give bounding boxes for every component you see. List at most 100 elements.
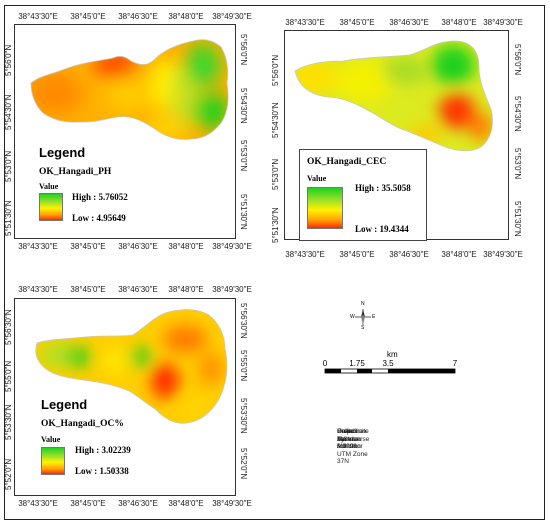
ph-x-tick-bottom: 38°45'0"E xyxy=(70,242,106,251)
ph-color-ramp xyxy=(39,193,63,221)
cec-low-label: Low : 19.4344 xyxy=(355,224,409,234)
oc-x-tick-bottom: 38°45'0"E xyxy=(70,499,106,508)
ph-y-tick-left: 5°56'0"N xyxy=(4,44,13,76)
oc-value-label: Value xyxy=(41,435,61,444)
cec-y-tick-left: 5°56'0"N xyxy=(271,54,280,86)
east-label: E xyxy=(372,314,376,320)
cec-y-tick-right: 5°54'30"N xyxy=(513,96,522,132)
oc-x-tick-bottom: 38°46'30"E xyxy=(118,499,158,508)
ph-x-tick-bottom: 38°48'0"E xyxy=(168,242,204,251)
oc-low-label: Low : 1.50338 xyxy=(75,466,129,476)
oc-y-tick-left: 5°52'0"N xyxy=(4,458,13,490)
figure-border xyxy=(4,5,545,520)
ph-y-tick-left: 5°51'30"N xyxy=(4,200,13,236)
cec-x-tick-top: 38°43'30"E xyxy=(285,18,325,27)
cec-x-tick-bottom: 38°43'30"E xyxy=(285,250,325,259)
north-arrow-icon xyxy=(355,309,371,325)
ph-x-tick-top: 38°49'30"E xyxy=(212,12,252,21)
ph-y-tick-right: 5°54'30"N xyxy=(239,88,248,124)
cec-x-tick-top: 38°49'30"E xyxy=(483,18,523,27)
scale-bar-graphic xyxy=(324,368,456,374)
oc-x-tick-bottom: 38°43'30"E xyxy=(18,499,58,508)
cec-y-tick-right: 5°51'30"N xyxy=(513,201,522,237)
oc-x-tick-top: 38°49'30"E xyxy=(212,285,252,294)
oc-y-tick-left: 5°55'0"N xyxy=(4,360,13,392)
cec-high-label: High : 35.5058 xyxy=(355,183,411,193)
cec-y-tick-right: 5°53'0"N xyxy=(513,148,522,180)
cec-boundary xyxy=(294,40,493,152)
ph-y-tick-left: 5°53'0"N xyxy=(4,150,13,182)
ph-value-label: Value xyxy=(39,182,59,191)
oc-y-tick-right: 5°53'30"N xyxy=(239,398,248,434)
oc-x-tick-bottom: 38°49'30"E xyxy=(212,499,252,508)
oc-x-tick-top: 38°46'30"E xyxy=(118,285,158,294)
scale-tick-label: 3.5 xyxy=(382,359,394,368)
ph-y-tick-right: 5°53'0"N xyxy=(239,140,248,172)
oc-color-ramp xyxy=(41,447,65,475)
scale-tick-label: 7 xyxy=(452,359,458,368)
oc-map-frame: Legend OK_Hangadi_OC% Value High : 3.022… xyxy=(14,298,236,496)
cec-x-tick-top: 38°46'30"E xyxy=(389,18,429,27)
scale-factor: Scale Factor: 0.9996 xyxy=(337,428,358,450)
ph-boundary xyxy=(30,39,229,140)
cec-y-tick-left: 5°53'0"N xyxy=(271,158,280,190)
cec-color-ramp xyxy=(307,187,343,229)
ph-surface xyxy=(31,39,229,140)
ph-x-tick-bottom: 38°46'30"E xyxy=(118,242,158,251)
cec-y-tick-left: 5°54'30"N xyxy=(271,102,280,138)
scale-unit: km xyxy=(387,350,398,359)
cec-x-tick-bottom: 38°48'0"E xyxy=(441,250,477,259)
projection: Projection: Transverse Mercator xyxy=(337,428,370,450)
scale-tick-label: 0 xyxy=(322,359,328,368)
ph-x-tick-top: 38°46'30"E xyxy=(118,12,158,21)
oc-y-tick-right: 5°52'0"N xyxy=(239,448,248,480)
oc-y-tick-right: 5°55'0"N xyxy=(239,350,248,382)
cec-x-tick-top: 38°48'0"E xyxy=(441,18,477,27)
oc-y-tick-left: 5°53'30"N xyxy=(4,404,13,440)
cec-map-svg xyxy=(294,40,493,152)
ph-layer-name: OK_Hangadi_PH xyxy=(39,167,112,177)
oc-x-tick-top: 38°43'30"E xyxy=(18,285,58,294)
ph-map-svg xyxy=(30,39,229,140)
oc-legend-title: Legend xyxy=(41,397,88,412)
ph-x-tick-top: 38°45'0"E xyxy=(70,12,106,21)
cec-value-label: Value xyxy=(307,174,327,183)
ph-high-label: High : 5.76052 xyxy=(72,192,128,202)
coordinate-system: Coordinate System: Adindan UTM Zone 37N xyxy=(337,428,369,465)
oc-surface xyxy=(35,309,228,424)
oc-layer-name: OK_Hangadi_OC% xyxy=(41,419,124,429)
ph-x-tick-bottom: 38°49'30"E xyxy=(212,242,252,251)
cec-x-tick-bottom: 38°45'0"E xyxy=(339,250,375,259)
cec-x-tick-bottom: 38°46'30"E xyxy=(389,250,429,259)
ph-x-tick-top: 38°43'30"E xyxy=(18,12,58,21)
cec-map-frame: OK_Hangadi_CEC Value High : 35.5058 Low … xyxy=(284,30,509,241)
oc-x-tick-top: 38°45'0"E xyxy=(70,285,106,294)
west-label: W xyxy=(350,314,355,320)
ph-y-tick-right: 5°51'30"N xyxy=(239,194,248,230)
oc-x-tick-top: 38°48'0"E xyxy=(168,285,204,294)
scale-tick-label: 1.75 xyxy=(349,359,365,368)
scale-bar: km 0 1.75 3.5 7 xyxy=(320,350,470,380)
ph-y-tick-right: 5°56'0"N xyxy=(239,34,248,66)
oc-high-label: High : 3.02239 xyxy=(75,445,131,455)
ph-x-tick-bottom: 38°43'30"E xyxy=(18,242,58,251)
units: Units: Meter xyxy=(337,428,354,443)
datum: Datum: Adindan xyxy=(337,428,361,443)
oc-boundary xyxy=(35,309,228,424)
north-arrow: N S W E xyxy=(350,301,376,331)
south-label: S xyxy=(361,325,365,331)
oc-y-tick-left: 5°56'30"N xyxy=(4,309,13,345)
ph-x-tick-top: 38°48'0"E xyxy=(168,12,204,21)
cec-y-tick-left: 5°51'30"N xyxy=(271,207,280,243)
oc-map-svg xyxy=(35,309,228,424)
oc-x-tick-bottom: 38°48'0"E xyxy=(168,499,204,508)
cec-layer-name: OK_Hangadi_CEC xyxy=(307,157,387,167)
cec-x-tick-bottom: 38°49'30"E xyxy=(483,250,523,259)
cec-y-tick-right: 5°56'0"N xyxy=(513,44,522,76)
north-label: N xyxy=(361,301,365,307)
ph-y-tick-left: 5°54'30"N xyxy=(4,94,13,130)
oc-y-tick-right: 5°56'30"N xyxy=(239,303,248,339)
cec-x-tick-top: 38°45'0"E xyxy=(339,18,375,27)
ph-map-frame: Legend OK_Hangadi_PH Value High : 5.7605… xyxy=(14,24,236,239)
ph-low-label: Low : 4.95649 xyxy=(72,213,126,223)
